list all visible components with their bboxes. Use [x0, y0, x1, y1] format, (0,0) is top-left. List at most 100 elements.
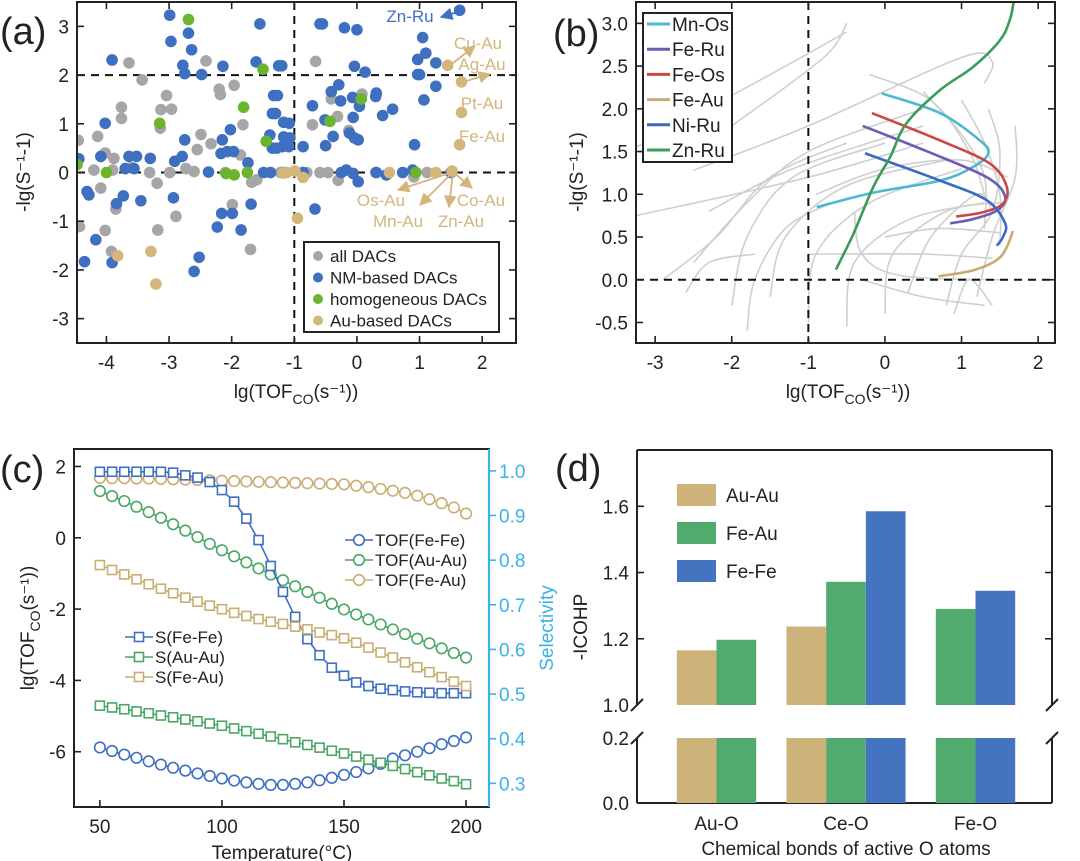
panel-label: (b) — [553, 13, 599, 55]
background-curve — [861, 278, 985, 307]
scatter-point-nm-based-dacs — [83, 189, 95, 201]
scatter-point-all-dacs — [136, 74, 148, 86]
data-marker-circle — [93, 741, 106, 754]
data-marker-circle — [301, 776, 314, 789]
y-axis-label: lg(TOFCO(s⁻¹)) — [18, 566, 43, 691]
legend-label: Fe-Au — [726, 524, 778, 545]
x-axis-label: lg(TOFCO(s⁻¹)) — [786, 382, 911, 407]
data-marker-square — [143, 466, 154, 478]
x-tick-label: 1 — [414, 353, 425, 374]
scatter-point-au-based-dacs — [291, 212, 304, 225]
data-marker-circle — [459, 731, 473, 744]
data-marker-square — [155, 583, 167, 595]
scatter-point-nm-based-dacs — [226, 207, 239, 220]
data-marker-circle — [374, 482, 387, 496]
scatter-point-homogeneous-dacs — [257, 63, 269, 76]
scatter-point-nm-based-dacs — [245, 198, 257, 210]
scatter-point-all-dacs — [163, 166, 176, 179]
data-marker-circle — [398, 486, 412, 499]
background-curve — [708, 125, 924, 213]
scatter-point-all-dacs — [170, 210, 182, 223]
data-marker-square — [106, 702, 118, 713]
data-marker-circle — [154, 758, 168, 771]
legend-label: TOF(Fe-Au) — [375, 571, 466, 590]
annotation-label: Cu-Au — [454, 34, 502, 53]
bar-au-au — [786, 626, 827, 705]
data-marker-square — [192, 715, 203, 727]
scatter-point-homogeneous-dacs — [260, 135, 272, 148]
data-marker-circle — [435, 497, 448, 510]
data-marker-circle — [350, 479, 363, 492]
data-marker-square — [277, 586, 289, 598]
data-marker-circle — [118, 494, 131, 508]
y-tick-label: 1.0 — [602, 185, 628, 206]
data-marker-square — [216, 603, 228, 615]
bar-fe-au — [826, 581, 866, 705]
data-marker-square — [375, 757, 386, 769]
scatter-point-nm-based-dacs — [264, 166, 277, 179]
data-marker-circle — [447, 646, 460, 660]
data-marker-square — [436, 687, 447, 699]
y-axis-label: -ICOHP — [571, 594, 592, 661]
legend-label: homogeneous DACs — [330, 290, 487, 309]
bar-fe-au — [716, 639, 757, 705]
scatter-point-nm-based-dacs — [284, 132, 296, 144]
y-axis-label-sub: CO — [27, 610, 43, 631]
legend-label: Au-Au — [726, 486, 779, 507]
data-marker-square — [363, 680, 374, 692]
annotation-arrow — [419, 171, 454, 206]
legend-label: NM-based DACs — [330, 269, 458, 288]
scatter-point-nm-based-dacs — [413, 68, 426, 81]
scatter-point-nm-based-dacs — [78, 255, 91, 268]
annotation-label: Co-Au — [457, 191, 505, 210]
legend-label: TOF(Au-Au) — [375, 551, 467, 570]
data-marker-square — [436, 773, 447, 784]
y-axis-label-post: (s⁻¹)) — [18, 566, 39, 611]
data-marker-square — [387, 652, 399, 663]
data-marker-square — [265, 616, 277, 628]
data-marker-circle — [167, 518, 180, 531]
data-marker-square — [180, 470, 191, 481]
series-line-fe-os — [871, 111, 1009, 218]
line-curves — [636, 2, 1055, 343]
y-tick-label: 1.0 — [603, 696, 629, 717]
background-curve — [693, 52, 994, 172]
scatter-point-all-dacs — [77, 134, 85, 147]
series-line-mn-os — [816, 92, 990, 209]
scatter-point-nm-based-dacs — [297, 140, 309, 153]
legend-label: Mn-Os — [672, 15, 729, 36]
data-marker-circle — [276, 778, 290, 791]
data-marker-square — [411, 766, 423, 778]
data-marker-square — [241, 610, 252, 622]
data-marker-circle — [215, 544, 229, 557]
scatter-point-all-dacs — [214, 88, 227, 101]
data-marker-square — [326, 629, 338, 641]
data-marker-square — [302, 633, 313, 645]
scatter-point-nm-based-dacs — [128, 162, 140, 175]
scatter-point-au-based-dacs — [455, 76, 468, 88]
legend-marker — [352, 553, 366, 567]
legend-box — [642, 12, 733, 163]
data-marker-circle — [411, 489, 424, 502]
scatter-point-nm-based-dacs — [386, 103, 399, 115]
scatter-point-au-based-dacs — [441, 59, 454, 72]
legend-label: Fe-Au — [672, 91, 724, 112]
legend: Au-Au Fe-Au Fe-Fe — [677, 484, 779, 583]
data-marker-square — [118, 569, 130, 580]
scatter-point-nm-based-dacs — [430, 80, 442, 93]
scatter-point-homogeneous-dacs — [77, 158, 83, 171]
y-tick-label-right: 0.6 — [499, 640, 525, 661]
data-marker-circle — [130, 751, 143, 764]
scatter-point-nm-based-dacs — [94, 150, 107, 163]
y-tick-label: 2.5 — [602, 57, 628, 78]
data-marker-square — [411, 661, 423, 673]
category-label: Ce-O — [823, 814, 868, 835]
legend-tof: TOF(Fe-Fe)TOF(Au-Au)TOF(Fe-Au) — [345, 531, 467, 590]
bar-lower-fe-au — [716, 738, 757, 803]
axis-break-mark — [1045, 731, 1059, 745]
scatter-point-all-dacs — [160, 89, 173, 102]
scatter-point-au-based-dacs — [455, 106, 468, 119]
data-marker-square — [350, 637, 362, 649]
scatter-point-nm-based-dacs — [168, 155, 181, 168]
y-tick-label: 1.2 — [603, 630, 629, 651]
